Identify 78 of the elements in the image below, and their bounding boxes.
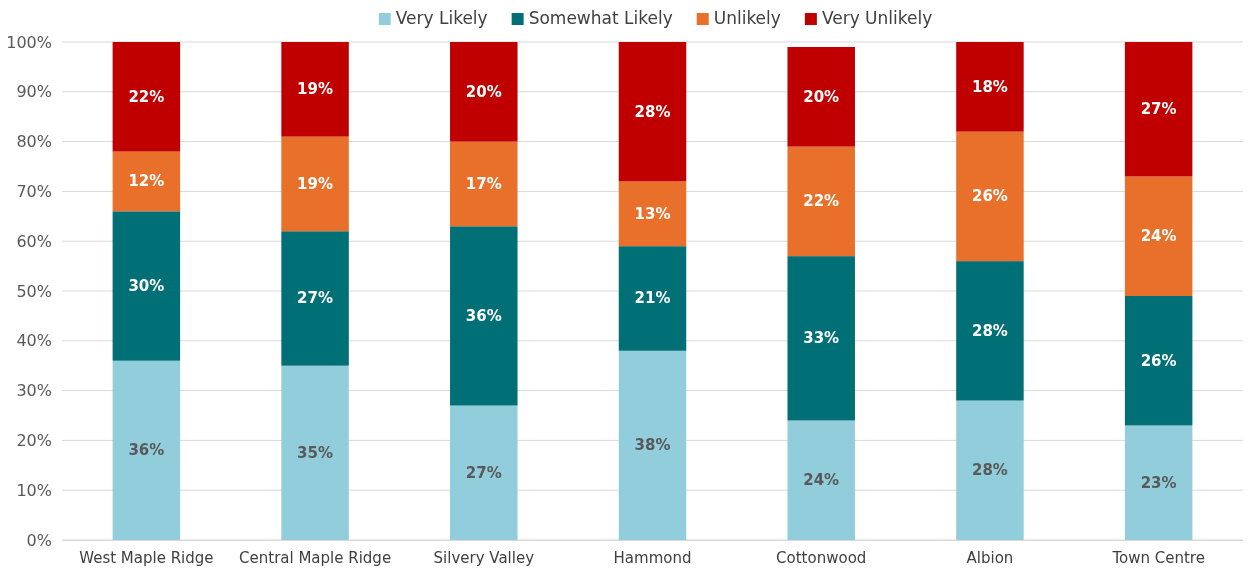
- data-label: 30%: [128, 277, 165, 296]
- data-label: 18%: [971, 77, 1008, 96]
- data-label: 20%: [803, 87, 840, 106]
- data-label: 13%: [634, 204, 671, 223]
- data-label: 28%: [971, 321, 1008, 340]
- data-label: 19%: [297, 174, 334, 193]
- data-label: 26%: [971, 187, 1008, 206]
- bar: [1124, 295, 1193, 426]
- data-label: 27%: [1140, 100, 1177, 119]
- bar: [281, 231, 349, 366]
- bar: [450, 42, 518, 142]
- x-tick-label: Silvery Valley: [433, 548, 535, 567]
- y-tick-label: 80%: [16, 132, 52, 152]
- y-tick-label: 0%: [26, 530, 52, 550]
- x-tick-label: Cottonwood: [776, 548, 867, 567]
- bar: [281, 136, 349, 232]
- bar: [112, 151, 181, 212]
- legend-label: Somewhat Likely: [528, 8, 673, 28]
- bar: [956, 400, 1024, 540]
- data-label: 28%: [971, 461, 1008, 480]
- bar: [112, 211, 181, 361]
- x-tick-label: Town Centre: [1111, 548, 1205, 567]
- x-tick-label: West Maple Ridge: [79, 548, 214, 567]
- data-label: 17%: [465, 174, 502, 193]
- bar: [618, 181, 687, 247]
- y-tick-label: 30%: [16, 381, 52, 401]
- data-label: 27%: [465, 463, 502, 482]
- bar: [1124, 425, 1193, 540]
- x-tick-label: Albion: [966, 548, 1014, 567]
- data-label: 35%: [297, 443, 334, 462]
- bar: [112, 42, 181, 152]
- y-tick-label: 60%: [16, 231, 52, 251]
- y-tick-label: 70%: [16, 182, 52, 202]
- bar: [956, 261, 1024, 401]
- y-tick-label: 10%: [16, 480, 52, 500]
- bar: [787, 420, 855, 540]
- bar: [1124, 176, 1193, 296]
- bar: [787, 256, 855, 421]
- data-label: 24%: [803, 471, 840, 490]
- bar: [618, 350, 687, 540]
- bar: [450, 141, 518, 227]
- y-tick-label: 40%: [16, 331, 52, 351]
- data-label: 26%: [1140, 351, 1177, 370]
- data-label: 24%: [1140, 227, 1177, 246]
- x-tick-label: Hammond: [613, 548, 692, 567]
- legend-label: Unlikely: [713, 8, 781, 28]
- y-tick-label: 100%: [6, 32, 52, 52]
- data-label: 28%: [634, 102, 671, 121]
- y-tick-label: 90%: [16, 82, 52, 102]
- y-tick-label: 50%: [16, 281, 52, 301]
- data-label: 12%: [128, 172, 165, 191]
- data-label: 33%: [803, 329, 840, 348]
- bar: [618, 246, 687, 351]
- bar: [281, 365, 349, 540]
- legend-label: Very Likely: [395, 8, 488, 28]
- bar: [1124, 42, 1193, 177]
- bar: [281, 42, 349, 137]
- y-tick-label: 20%: [16, 431, 52, 451]
- bar: [112, 360, 181, 540]
- bar: [450, 226, 518, 406]
- bar: [618, 42, 687, 182]
- data-label: 36%: [465, 306, 502, 325]
- data-label: 20%: [465, 82, 502, 101]
- data-label: 23%: [1140, 473, 1177, 492]
- bar: [787, 46, 855, 147]
- bar: [956, 42, 1024, 132]
- data-label: 36%: [128, 441, 165, 460]
- data-label: 27%: [297, 289, 334, 308]
- data-label: 22%: [803, 192, 840, 211]
- bar: [450, 405, 518, 540]
- data-label: 38%: [634, 436, 671, 455]
- bar: [956, 131, 1024, 262]
- x-tick-label: Central Maple Ridge: [239, 548, 392, 567]
- data-label: 19%: [297, 80, 334, 99]
- bar: [787, 146, 855, 257]
- legend-label: Very Unlikely: [821, 8, 933, 28]
- data-label: 22%: [128, 87, 165, 106]
- data-label: 21%: [634, 289, 671, 308]
